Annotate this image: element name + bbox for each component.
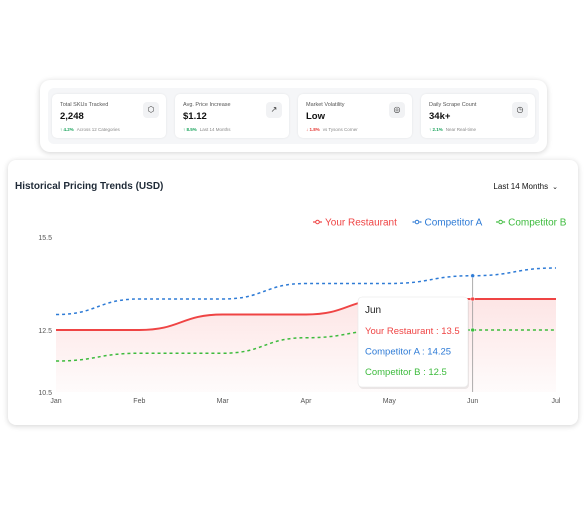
x-tick-label: Jan xyxy=(50,398,61,405)
range-dropdown[interactable]: Last 14 Months ⌄ xyxy=(487,179,564,195)
stat-sub-text: Last 14 Months xyxy=(199,127,231,132)
stat-sub: ↑ 4.2% Across 12 Categories xyxy=(60,127,120,132)
stat-label: Daily Scrape Count xyxy=(429,102,477,108)
stat-avg-price-increase[interactable]: Avg. Price Increase $1.12 ↑ 8.5% Last 14 … xyxy=(175,94,289,138)
stat-sub-text: vs Tysons Corner xyxy=(322,127,358,132)
stat-delta: ↑ 8.5% xyxy=(183,127,197,132)
tooltip-line: Competitor B : 12.5 xyxy=(365,367,447,378)
hover-point xyxy=(470,327,475,333)
series-area-fill xyxy=(56,299,556,392)
legend-swatch-marker xyxy=(414,219,420,225)
stat-total-skus[interactable]: Total SKUs Tracked 2,248 ↑ 4.2% Across 12… xyxy=(52,94,166,138)
stat-delta: ↓ 1.8% xyxy=(306,127,320,132)
tooltip-title: Jun xyxy=(365,305,381,316)
stat-sub-text: Near Real-time xyxy=(445,127,477,132)
stat-sub: ↑ 8.5% Last 14 Months xyxy=(183,127,231,132)
x-tick-label: Apr xyxy=(301,398,313,405)
tooltip-box xyxy=(357,296,469,388)
legend-label: Your Restaurant xyxy=(325,218,397,229)
series-line xyxy=(55,329,556,362)
stat-value: $1.12 xyxy=(183,111,207,122)
stat-value: 34k+ xyxy=(429,111,451,122)
tooltip-line: Competitor A : 14.25 xyxy=(365,347,451,358)
stat-delta: ↑ 2.1% xyxy=(429,127,443,132)
trend-up-icon: ↗ xyxy=(266,102,282,118)
stats-card: Total SKUs Tracked 2,248 ↑ 4.2% Across 12… xyxy=(40,80,547,152)
hover-point xyxy=(470,273,475,278)
clock-icon: ◷ xyxy=(512,102,528,118)
legend-label: Competitor B xyxy=(508,218,567,229)
chevron-down-icon: ⌄ xyxy=(552,184,558,191)
legend-label: Competitor A xyxy=(425,218,483,229)
stat-sub: ↑ 2.1% Near Real-time xyxy=(429,127,476,132)
stat-delta: ↑ 4.2% xyxy=(60,127,74,132)
stat-label: Total SKUs Tracked xyxy=(60,102,109,108)
stat-label: Avg. Price Increase xyxy=(183,102,231,108)
x-tick-label: Mar xyxy=(217,398,230,405)
y-tick-label: 12.5 xyxy=(38,328,52,335)
chart-title: Historical Pricing Trends (USD) xyxy=(15,181,164,192)
line-chart[interactable]: 10.5 12.5 15.5 Jan Feb Mar Apr May Jun Jul Your Re… xyxy=(8,160,578,425)
x-tick-label: Jul xyxy=(552,398,561,405)
y-tick-label: 10.5 xyxy=(38,390,52,397)
stat-market-volatility[interactable]: Market Volatility Low ↓ 1.8% vs Tysons Co… xyxy=(298,94,412,138)
cube-icon: ⬡ xyxy=(143,102,159,118)
legend-swatch-marker xyxy=(315,219,320,225)
stat-sub: ↓ 1.8% vs Tysons Corner xyxy=(306,127,358,132)
range-label: Last 14 Months xyxy=(493,182,549,191)
stat-sub-text: Across 12 Categories xyxy=(76,127,120,132)
stat-label: Market Volatility xyxy=(306,102,345,108)
legend-swatch-marker xyxy=(498,219,503,225)
gauge-icon: ◎ xyxy=(389,102,405,118)
y-tick-label: 15.5 xyxy=(38,235,52,242)
stat-daily-scrape-count[interactable]: Daily Scrape Count 34k+ ↑ 2.1% Near Real-… xyxy=(421,94,535,138)
x-tick-label: Jun xyxy=(467,398,478,405)
x-tick-label: May xyxy=(383,398,397,405)
stats-strip: Total SKUs Tracked 2,248 ↑ 4.2% Across 12… xyxy=(48,88,539,144)
hover-point xyxy=(470,296,475,302)
x-tick-label: Feb xyxy=(133,398,145,405)
tooltip-line: Your Restaurant : 13.5 xyxy=(365,326,460,337)
chart-card: Historical Pricing Trends (USD) Last 14 … xyxy=(8,160,578,425)
stat-value: 2,248 xyxy=(60,111,84,122)
stat-value: Low xyxy=(306,111,325,122)
